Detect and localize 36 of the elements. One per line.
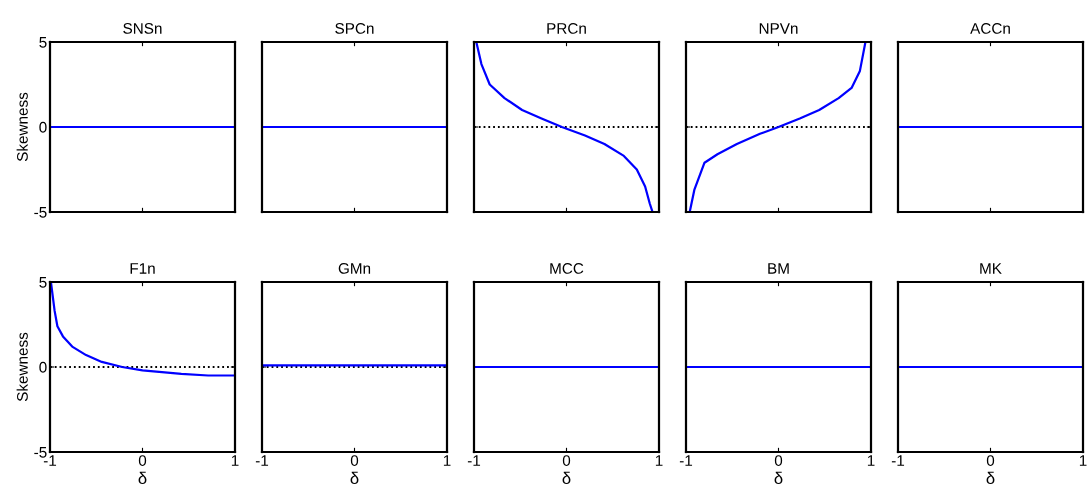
y-tick-label: -5 — [34, 207, 47, 218]
x-tick-label: 1 — [231, 455, 239, 466]
chart-title: GMn — [338, 263, 371, 274]
x-axis-title: δ — [350, 471, 359, 485]
chart-title: SPCn — [335, 23, 374, 34]
x-tick-label: 0 — [562, 455, 571, 466]
x-tick-label: -1 — [255, 455, 269, 466]
x-tick-label: 0 — [138, 455, 147, 466]
chart-title: MK — [980, 263, 1002, 274]
chart-title: MCC — [550, 263, 584, 274]
x-tick-label: -1 — [467, 455, 481, 466]
x-tick-label: 1 — [1079, 455, 1087, 466]
y-tick-label: 0 — [39, 121, 47, 133]
x-tick-label: 1 — [443, 455, 451, 466]
x-tick-label: 0 — [350, 455, 359, 466]
chart-title: BM — [768, 263, 789, 274]
x-axis-title: δ — [774, 471, 783, 485]
x-tick-label: 1 — [655, 455, 663, 466]
x-tick-label: -1 — [679, 455, 693, 466]
chart-title: F1n — [130, 263, 155, 274]
x-axis-title: δ — [138, 471, 147, 485]
chart-title: NPVn — [759, 23, 798, 34]
x-axis-title: δ — [986, 471, 995, 485]
x-tick-label: 1 — [867, 455, 875, 466]
y-axis-title: Skewness — [16, 92, 28, 162]
x-tick-label: 0 — [774, 455, 783, 466]
y-tick-label: 0 — [39, 361, 47, 373]
x-tick-label: 0 — [986, 455, 995, 466]
x-axis-title: δ — [562, 471, 571, 485]
y-tick-label: 5 — [39, 277, 47, 288]
chart-title: SNSn — [123, 23, 162, 34]
chart-title: PRCn — [547, 23, 586, 34]
x-tick-label: -1 — [891, 455, 905, 466]
y-axis-title: Skewness — [16, 332, 28, 402]
y-tick-label: 5 — [39, 37, 47, 48]
chart-title: ACCn — [970, 23, 1010, 34]
